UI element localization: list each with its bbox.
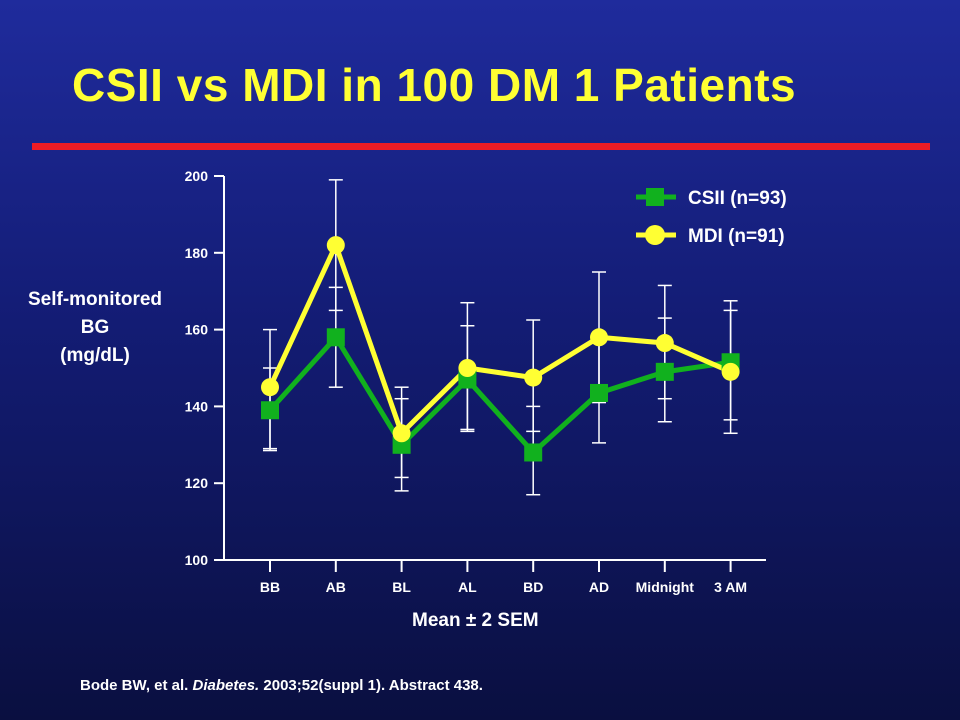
mdi-point — [392, 424, 411, 443]
series-line — [267, 242, 732, 436]
legend-circle-marker — [645, 225, 665, 245]
x-tick-label: AD — [589, 579, 609, 595]
legend-square-marker — [646, 188, 664, 206]
x-tick-label: BD — [523, 579, 543, 595]
y-tick-label: 160 — [185, 322, 209, 338]
slide-title: CSII vs MDI in 100 DM 1 Patients — [72, 59, 797, 111]
y-tick-label: 120 — [185, 475, 209, 491]
mdi-point — [458, 359, 477, 377]
x-tick-label: BL — [392, 579, 411, 595]
title-divider — [32, 143, 930, 150]
y-tick-label: 100 — [185, 552, 209, 568]
csii-point — [326, 328, 345, 347]
mdi-point — [261, 378, 279, 397]
y-axis-label-line-1: Self-monitored — [27, 289, 163, 310]
mdi-point — [655, 334, 674, 353]
y-axis-label-line-3: (mg/dL) — [60, 345, 130, 366]
y-axis-label: Self-monitored BG (mg/dL) — [4, 286, 186, 370]
csii-point — [655, 362, 674, 381]
series-line — [268, 334, 731, 455]
citation-authors: Bode BW, et al. — [80, 677, 189, 694]
csii-point — [524, 443, 543, 462]
legend-label: MDI (n=91) — [688, 226, 785, 247]
x-tick-label: AL — [458, 579, 477, 595]
y-axis-label-line-2: BG — [80, 317, 110, 338]
citation-details: 2003;52(suppl 1). Abstract 438. — [263, 677, 483, 694]
mdi-point — [721, 362, 740, 381]
x-tick-label: Midnight — [636, 579, 695, 595]
y-tick-label: 200 — [185, 168, 209, 184]
mdi-point — [326, 236, 345, 255]
mdi-point — [524, 368, 543, 387]
x-tick-label: AB — [326, 579, 346, 595]
y-tick-label: 140 — [185, 398, 209, 414]
legend-label: CSII (n=93) — [688, 188, 787, 209]
y-tick-label: 180 — [185, 245, 209, 261]
x-tick-label: BB — [260, 579, 280, 595]
csii-point — [261, 401, 279, 420]
x-tick-label: 3 AM — [714, 579, 747, 595]
error-bar-note: Mean ± 2 SEM — [412, 610, 539, 631]
citation: Bode BW, et al. Diabetes. 2003;52(suppl … — [80, 677, 483, 694]
csii-point — [590, 383, 608, 402]
citation-journal: Diabetes. — [192, 677, 260, 694]
mdi-point — [590, 328, 608, 347]
